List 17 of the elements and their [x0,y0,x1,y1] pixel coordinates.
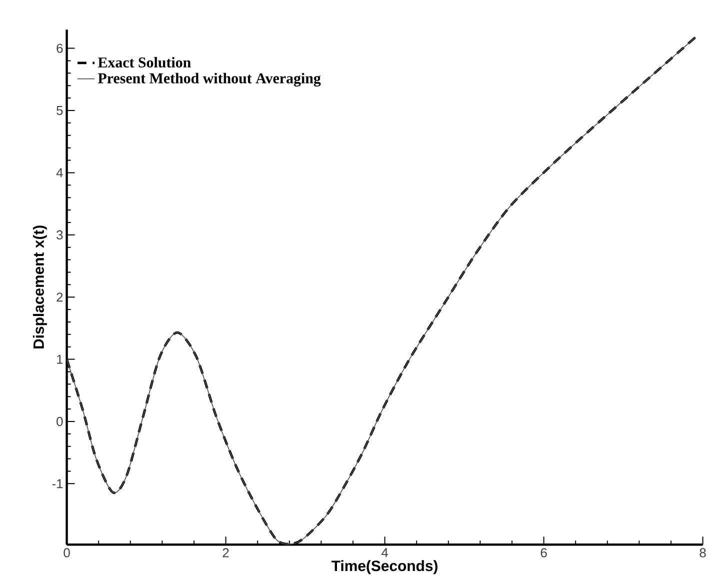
y-tick-label: 5 [56,106,63,116]
x-tick-label: 4 [381,548,388,558]
y-tick-label: 0 [56,416,63,426]
x-tick-label: 0 [64,548,70,558]
x-tick-label: 8 [700,548,706,558]
legend-label: Present Method without Averaging [98,72,321,87]
x-tick-label: 6 [540,548,547,558]
y-tick-label: 4 [56,168,63,178]
y-tick-label: 2 [56,292,63,302]
y-tick-label: 6 [56,44,63,53]
x-axis-title: Time(Seconds) [332,560,438,574]
y-tick-label: -1 [52,479,63,488]
y-axis-title: Displacement x(t) [32,226,47,348]
y-tick-label: 3 [56,230,63,240]
y-tick-label: 1 [57,354,63,364]
x-tick-label: 2 [222,548,229,558]
legend-label: Exact Solution [98,57,191,68]
